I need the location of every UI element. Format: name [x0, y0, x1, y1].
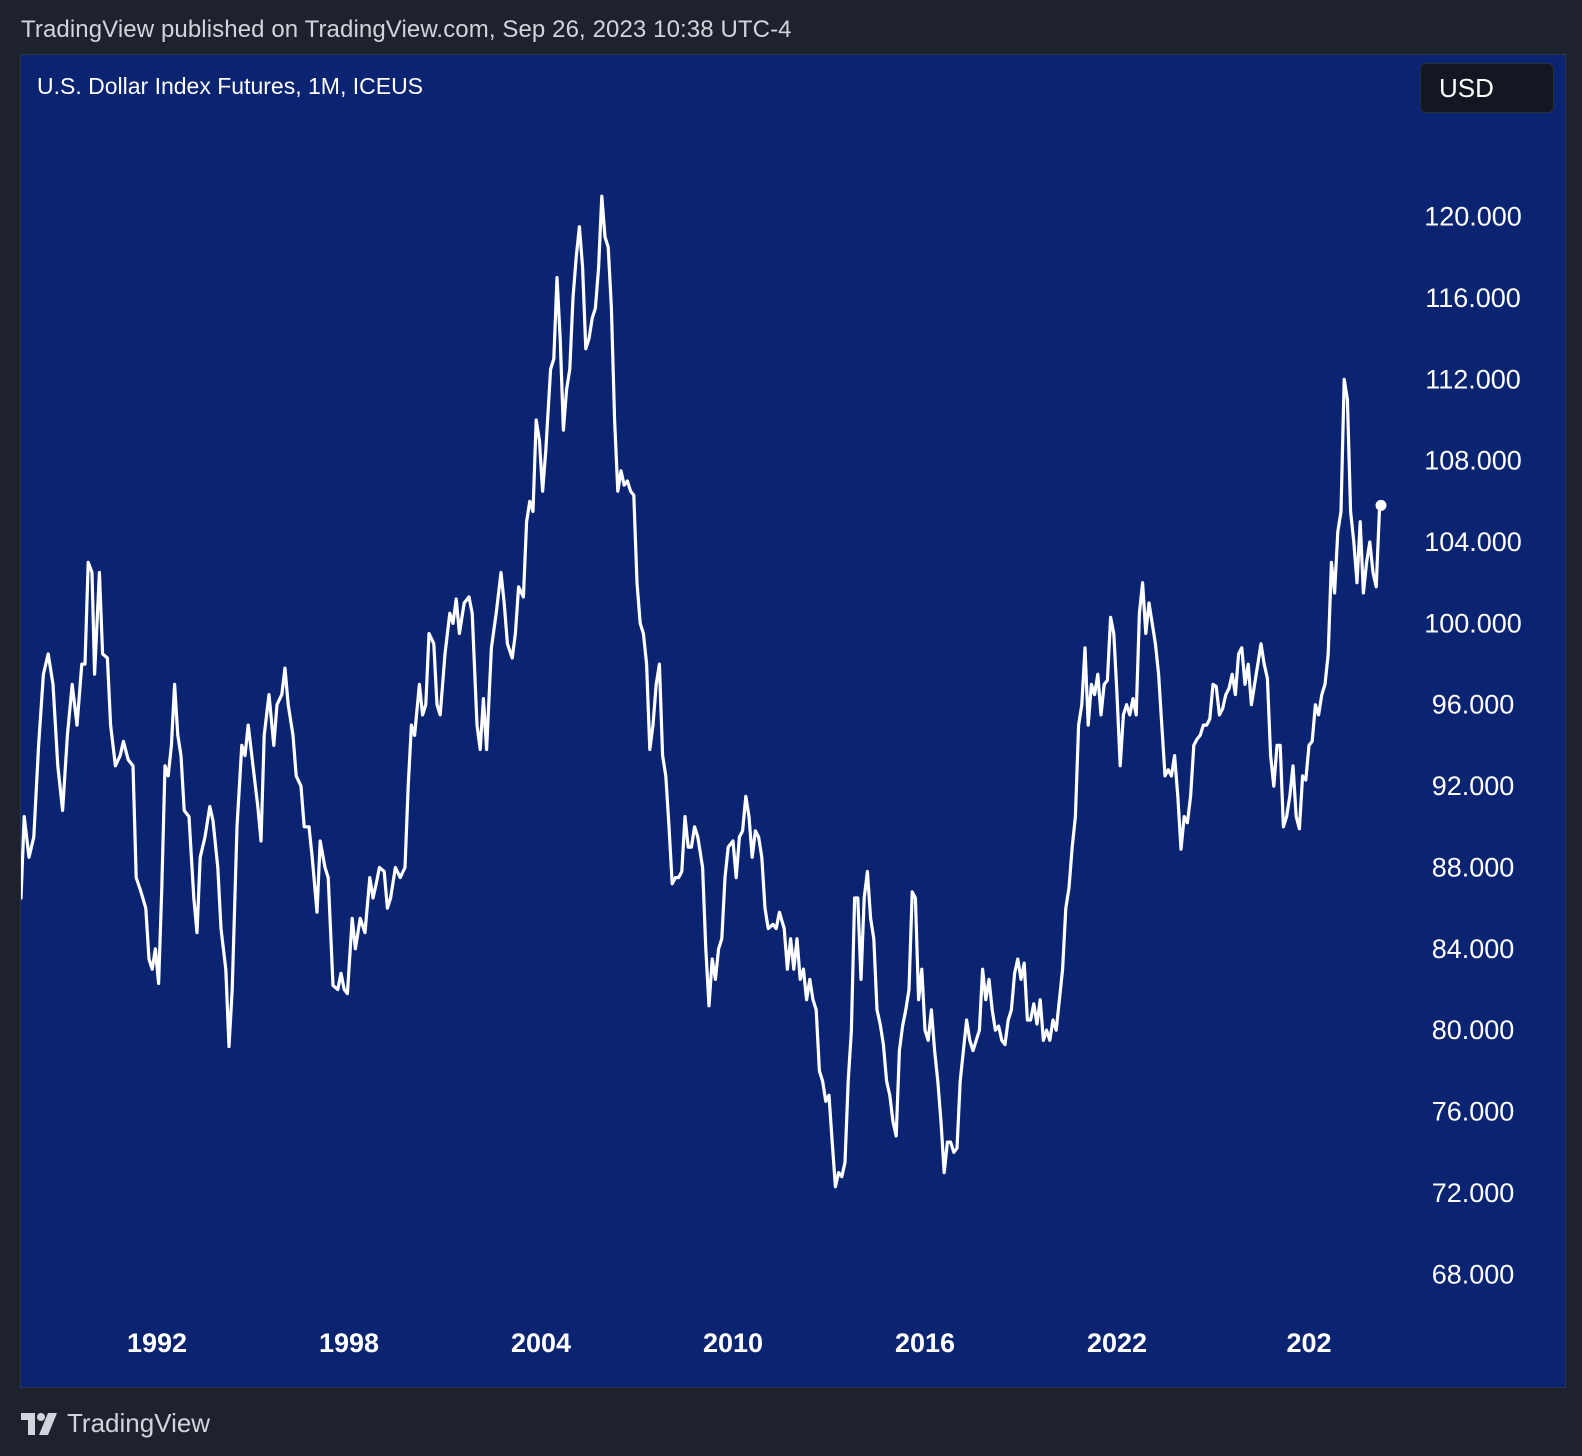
y-tick-label: 120.000 — [1424, 202, 1522, 232]
published-info: TradingView published on TradingView.com… — [21, 16, 792, 43]
x-tick-label: 1998 — [319, 1328, 379, 1358]
x-tick-label: 2016 — [895, 1328, 955, 1358]
x-tick-label: 2010 — [703, 1328, 763, 1358]
y-tick-label: 76.000 — [1432, 1097, 1515, 1127]
tradingview-logo-icon — [21, 1412, 57, 1435]
symbol-title: U.S. Dollar Index Futures, 1M, ICEUS — [37, 73, 424, 99]
footer-brand[interactable]: TradingView — [21, 1408, 210, 1439]
price-axis: 68.000 72.000 76.000 80.000 84.000 88.000 92.0… — [1424, 202, 1522, 1290]
y-tick-label: 112.000 — [1425, 364, 1521, 394]
time-axis: 1992 1998 2004 2010 2016 2022 202 — [127, 1328, 1332, 1358]
y-tick-label: 72.000 — [1432, 1178, 1515, 1208]
price-chart[interactable]: 68.000 72.000 76.000 80.000 84.000 88.000 92.0… — [21, 55, 1565, 1387]
currency-label: USD — [1439, 72, 1494, 103]
x-tick-label: 2022 — [1087, 1328, 1147, 1358]
y-tick-label: 100.000 — [1424, 608, 1522, 638]
currency-button[interactable]: USD — [1420, 63, 1554, 113]
chart-pane[interactable]: 68.000 72.000 76.000 80.000 84.000 88.000 92.0… — [20, 54, 1566, 1388]
y-tick-label: 68.000 — [1432, 1259, 1515, 1289]
x-tick-label: 2004 — [511, 1328, 571, 1358]
x-tick-label: 202 — [1286, 1328, 1331, 1358]
footer-brand-label: TradingView — [67, 1408, 211, 1438]
y-tick-label: 88.000 — [1432, 852, 1515, 882]
last-price-marker — [1375, 499, 1387, 511]
y-tick-label: 80.000 — [1432, 1015, 1515, 1045]
y-tick-label: 108.000 — [1424, 446, 1522, 476]
y-tick-label: 116.000 — [1425, 283, 1521, 313]
price-line — [21, 194, 1383, 1189]
y-tick-label: 84.000 — [1432, 934, 1515, 964]
y-tick-label: 96.000 — [1432, 690, 1515, 720]
y-tick-label: 104.000 — [1424, 527, 1522, 557]
y-tick-label: 92.000 — [1432, 771, 1515, 801]
x-tick-label: 1992 — [127, 1328, 187, 1358]
